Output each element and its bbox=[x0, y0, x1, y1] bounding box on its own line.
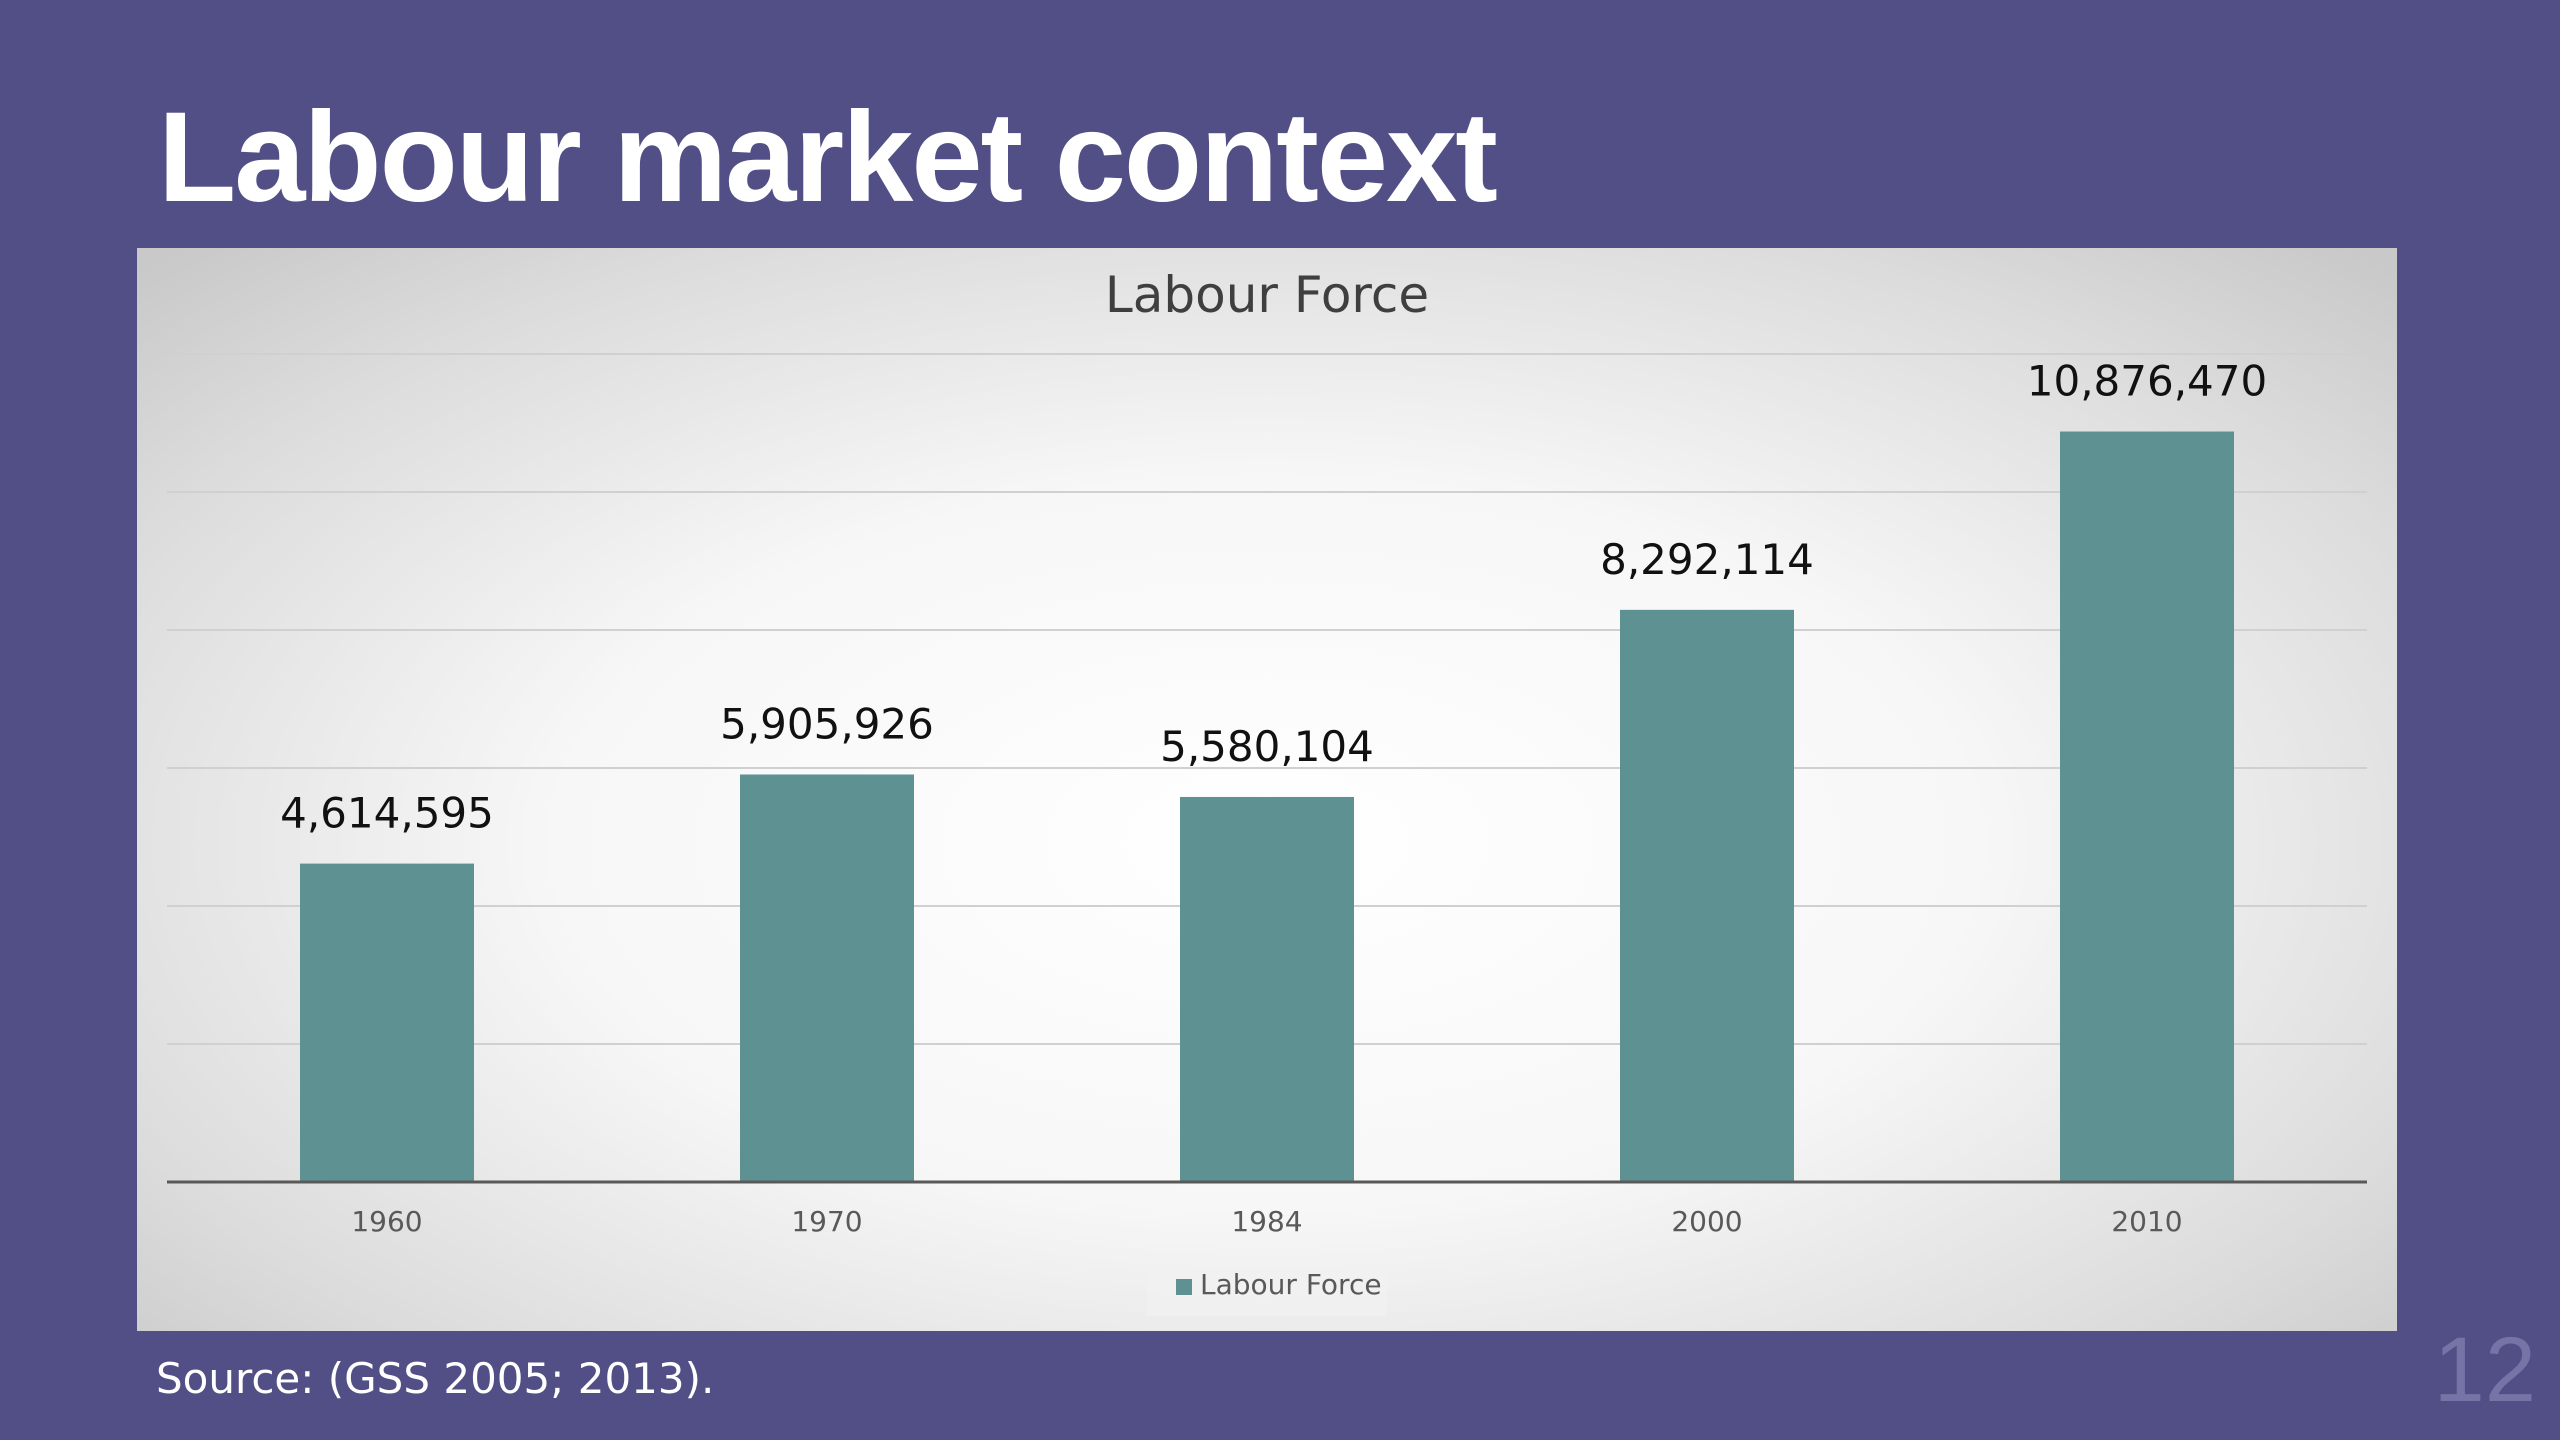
bar-chart: Labour Force 4,614,595 5,905,926 5,580,104… bbox=[167, 266, 2367, 1316]
legend-swatch bbox=[1176, 1279, 1192, 1295]
bar-1960 bbox=[300, 863, 474, 1182]
x-tick-label-2010: 2010 bbox=[2111, 1205, 2182, 1238]
legend-label: Labour Force bbox=[1200, 1268, 1382, 1301]
x-tick-label-1960: 1960 bbox=[351, 1205, 422, 1238]
gridlines bbox=[167, 353, 2367, 1045]
chart-panel: Labour Force 4,614,595 5,905,926 5,580,104… bbox=[137, 248, 2397, 1331]
chart-title: Labour Force bbox=[1105, 266, 1429, 324]
data-label-2000: 8,292,114 bbox=[1600, 535, 1814, 584]
data-labels: 4,614,595 5,905,926 5,580,104 8,292,114 10,8… bbox=[280, 357, 2267, 838]
data-label-1984: 5,580,104 bbox=[1160, 722, 1374, 771]
bar-2010 bbox=[2060, 431, 2234, 1182]
page-number: 12 bbox=[2433, 1319, 2536, 1421]
bar-2000 bbox=[1620, 609, 1794, 1182]
bar-1970 bbox=[740, 774, 914, 1182]
data-label-1960: 4,614,595 bbox=[280, 789, 494, 838]
data-label-1970: 5,905,926 bbox=[720, 699, 934, 748]
bars bbox=[300, 431, 2234, 1182]
x-tick-label-2000: 2000 bbox=[1671, 1205, 1742, 1238]
data-label-2010: 10,876,470 bbox=[2027, 357, 2267, 406]
source-note: Source: (GSS 2005; 2013). bbox=[156, 1354, 715, 1403]
x-axis-ticks: 1960 1970 1984 2000 2010 bbox=[351, 1205, 2182, 1238]
x-tick-label-1984: 1984 bbox=[1231, 1205, 1302, 1238]
legend: Labour Force bbox=[1147, 1260, 1387, 1316]
x-tick-label-1970: 1970 bbox=[791, 1205, 862, 1238]
slide-title: Labour market context bbox=[158, 86, 1498, 229]
bar-1984 bbox=[1180, 796, 1354, 1182]
